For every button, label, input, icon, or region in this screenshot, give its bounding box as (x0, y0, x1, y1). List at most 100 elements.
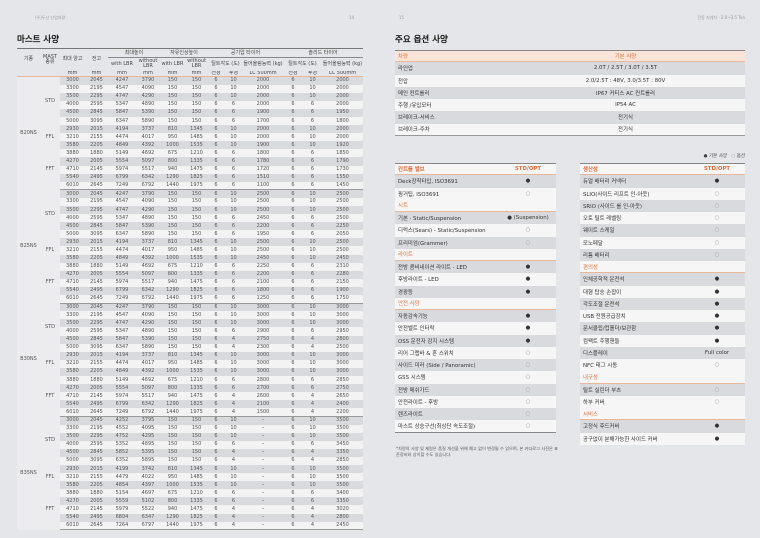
mast-type: FFT (40, 262, 60, 304)
table-cell: 6 (283, 278, 304, 287)
options-header-row: 컨트롤 밸브 STD/OPT (395, 163, 556, 176)
table-cell: 5390 (136, 335, 160, 344)
table-row: FFT 3880 1880 5149 4692 675 1210 6 6 2250 6 6 2310 (17, 262, 364, 304)
table-cell: 3737 (136, 238, 160, 247)
table-cell: 1790 (322, 157, 364, 166)
table-cell: 2145 (85, 505, 108, 514)
option-row: 각도조절 운전석 ● (580, 297, 745, 310)
option-value: Full color (704, 349, 730, 356)
table-cell: 10 (303, 481, 323, 490)
table-cell: 4392 (136, 254, 160, 263)
table-cell: 4090 (136, 311, 160, 320)
spec-label: 브레이크-주차 (398, 127, 430, 134)
table-cell: 2450 (243, 214, 284, 223)
table-cell: 4270 (60, 384, 85, 393)
option-circle-icon: ○ (714, 398, 720, 405)
model-name: B25NS (17, 189, 40, 304)
table-row: 3500 2295 4747 4290 150 150 6 10 2500 6 10 2500 (17, 206, 364, 215)
table-cell: 4 (224, 335, 244, 344)
table-cell: 6 (283, 497, 304, 506)
table-cell: 5000 (60, 230, 85, 239)
mast-type: FFT (40, 149, 60, 190)
table-cell: 2800 (243, 375, 284, 385)
table-cell: 1210 (185, 149, 209, 158)
table-cell: 1000 (160, 141, 185, 150)
table-row: 6010 2645 7249 6792 1440 1975 6 6 1250 6 6 1750 (17, 295, 364, 304)
table-cell: 3790 (136, 189, 160, 198)
table-cell: – (243, 489, 284, 498)
table-cell: 6 (208, 133, 225, 142)
table-cell: 150 (185, 100, 209, 109)
section-label: 내구성 (583, 374, 598, 381)
table-cell: 4 (303, 521, 323, 531)
standard-dot-icon: ● (525, 264, 531, 271)
table-row: B35NS STD 3000 2045 4252 3795 150 150 6 10–6 10 350… (17, 416, 364, 530)
table-cell: 6 (303, 165, 323, 174)
option-label: 전방 콤비네이션 라이트 - LED (398, 265, 467, 272)
table-cell: 10 (224, 84, 244, 93)
table-cell: 4 (224, 408, 244, 417)
table-cell: 10 (224, 197, 244, 206)
table-cell: 2000 (243, 92, 284, 101)
table-cell: 4 (224, 343, 244, 352)
table-cell: 6 (303, 100, 323, 109)
options-section-heading: 내구성 (580, 371, 745, 384)
option-label: 경광등 (398, 289, 413, 296)
table-cell: 2005 (85, 157, 108, 166)
table-cell: – (243, 465, 284, 474)
table-cell: 6342 (136, 286, 160, 296)
table-cell: 4295 (136, 432, 160, 441)
legend-option: 옵션 (736, 154, 745, 159)
table-cell: 4710 (60, 278, 85, 287)
standard-dot-icon: ● (714, 288, 720, 295)
table-cell: 4194 (108, 125, 136, 134)
table-cell: 6 (224, 327, 244, 336)
table-cell: 10 (303, 254, 323, 263)
table-cell: 1500 (243, 408, 284, 417)
table-cell: 150 (160, 416, 185, 425)
table-cell: 6 (208, 327, 225, 336)
table-cell: 675 (160, 262, 185, 271)
table-cell: 6 (208, 416, 225, 425)
col-model: 기종 (23, 56, 34, 63)
table-cell: 6 (208, 375, 225, 385)
table-cell: 6 (208, 165, 225, 174)
standard-dot-icon: ● (703, 154, 708, 159)
table-cell: 940 (160, 165, 185, 174)
option-row: 디스플레이 Full color (580, 346, 745, 359)
table-cell: 6 (283, 84, 304, 93)
table-cell: 10 (224, 125, 244, 134)
table-cell: 6 (283, 206, 304, 215)
table-cell: 4692 (136, 149, 160, 158)
table-cell: 6 (224, 278, 244, 287)
table-cell: 4290 (136, 206, 160, 215)
table-cell: 1290 (160, 286, 185, 296)
spec-row: 브레이크-주차 전기식 (395, 123, 745, 136)
table-cell: 5554 (108, 157, 136, 166)
table-cell: 5554 (108, 384, 136, 393)
table-cell: 10 (303, 238, 323, 247)
col-pneumatic: 공기압 타이어 (208, 48, 284, 58)
table-cell: 4290 (136, 319, 160, 328)
table-cell: 5852 (108, 448, 136, 457)
table-row: 4710 2145 5974 5517 940 1475 6 6 1720 6 6 1730 (17, 165, 364, 174)
table-cell: 4710 (60, 392, 85, 401)
table-cell: 2645 (85, 408, 108, 417)
table-cell: 6 (303, 214, 323, 223)
table-cell: 6 (208, 335, 225, 344)
table-cell: 150 (160, 197, 185, 206)
table-row: 3580 2205 4849 4392 1000 1535 6 10 3000 6 10 3000 (17, 367, 364, 376)
standard-dot-icon: ● (714, 178, 720, 185)
table-cell: 6 (303, 222, 323, 231)
table-cell: 4552 (108, 424, 136, 433)
table-cell: 4000 (60, 327, 85, 336)
table-cell: 5847 (108, 222, 136, 231)
option-label: 하부 커버 (583, 399, 605, 406)
table-cell: 10 (224, 311, 244, 320)
option-row: 디럭스(Sears) - Static/Suspension ○ (395, 224, 556, 237)
table-cell: 2500 (322, 246, 364, 255)
table-cell: 1290 (160, 400, 185, 409)
table-cell: 2015 (85, 238, 108, 247)
table-cell: 150 (160, 214, 185, 223)
table-cell: 2595 (85, 327, 108, 336)
